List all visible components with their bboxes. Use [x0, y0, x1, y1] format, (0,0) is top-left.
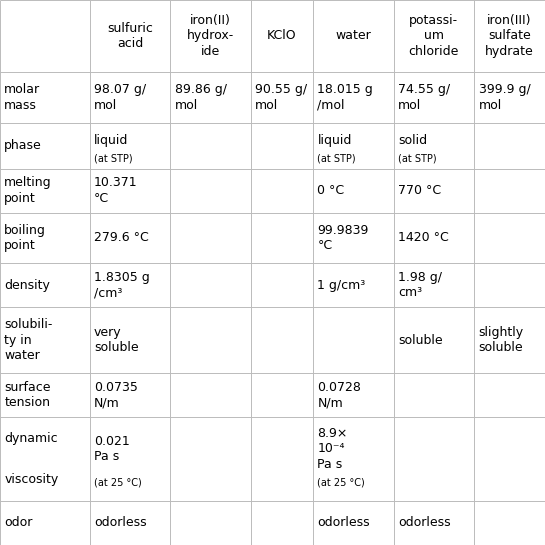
Text: iron(II)
hydrox-
ide: iron(II) hydrox- ide: [187, 14, 234, 58]
Text: 1420 °C: 1420 °C: [398, 232, 449, 245]
Text: (at 25 °C): (at 25 °C): [317, 477, 365, 487]
Text: 74.55 g/
mol: 74.55 g/ mol: [398, 83, 450, 112]
Text: sulfuric
acid: sulfuric acid: [107, 21, 153, 50]
Text: 10.371
°C: 10.371 °C: [94, 177, 137, 205]
Text: (at 25 °C): (at 25 °C): [94, 477, 142, 487]
Text: 1.98 g/
cm³: 1.98 g/ cm³: [398, 271, 442, 300]
Text: 18.015 g
/mol: 18.015 g /mol: [317, 83, 373, 112]
Text: soluble: soluble: [398, 334, 443, 347]
Text: 1 g/cm³: 1 g/cm³: [317, 278, 366, 292]
Text: potassi-
um
chloride: potassi- um chloride: [409, 14, 459, 58]
Text: slightly
soluble: slightly soluble: [479, 326, 524, 354]
Text: boiling
point: boiling point: [4, 223, 46, 252]
Text: 399.9 g/
mol: 399.9 g/ mol: [479, 83, 530, 112]
Text: melting
point: melting point: [4, 177, 52, 205]
Text: 0.0735
N/m: 0.0735 N/m: [94, 381, 138, 409]
Text: 770 °C: 770 °C: [398, 184, 441, 197]
Text: surface
tension: surface tension: [4, 381, 51, 409]
Text: odorless: odorless: [94, 516, 147, 529]
Text: (at STP): (at STP): [317, 154, 356, 164]
Text: 0 °C: 0 °C: [317, 184, 344, 197]
Text: molar
mass: molar mass: [4, 83, 40, 112]
Text: liquid: liquid: [317, 134, 352, 147]
Text: KClO: KClO: [267, 29, 296, 43]
Text: viscosity: viscosity: [4, 473, 59, 486]
Text: 279.6 °C: 279.6 °C: [94, 232, 149, 245]
Text: 1.8305 g
/cm³: 1.8305 g /cm³: [94, 271, 150, 300]
Text: 99.9839
°C: 99.9839 °C: [317, 223, 369, 252]
Text: odorless: odorless: [317, 516, 370, 529]
Text: very
soluble: very soluble: [94, 326, 138, 354]
Text: phase: phase: [4, 140, 42, 152]
Text: dynamic: dynamic: [4, 432, 58, 445]
Text: (at STP): (at STP): [94, 154, 132, 164]
Text: density: density: [4, 278, 50, 292]
Text: liquid: liquid: [94, 134, 129, 147]
Text: odorless: odorless: [398, 516, 451, 529]
Text: water: water: [336, 29, 371, 43]
Text: 98.07 g/
mol: 98.07 g/ mol: [94, 83, 146, 112]
Text: 90.55 g/
mol: 90.55 g/ mol: [255, 83, 307, 112]
Text: solid: solid: [398, 134, 427, 147]
Text: solubili-
ty in
water: solubili- ty in water: [4, 318, 53, 362]
Text: 89.86 g/
mol: 89.86 g/ mol: [174, 83, 227, 112]
Text: odor: odor: [4, 516, 33, 529]
Text: 0.021
Pa s: 0.021 Pa s: [94, 434, 130, 463]
Text: 8.9×
10⁻⁴
Pa s: 8.9× 10⁻⁴ Pa s: [317, 427, 348, 471]
Text: 0.0728
N/m: 0.0728 N/m: [317, 381, 361, 409]
Text: (at STP): (at STP): [398, 154, 437, 164]
Text: iron(III)
sulfate
hydrate: iron(III) sulfate hydrate: [485, 14, 534, 58]
